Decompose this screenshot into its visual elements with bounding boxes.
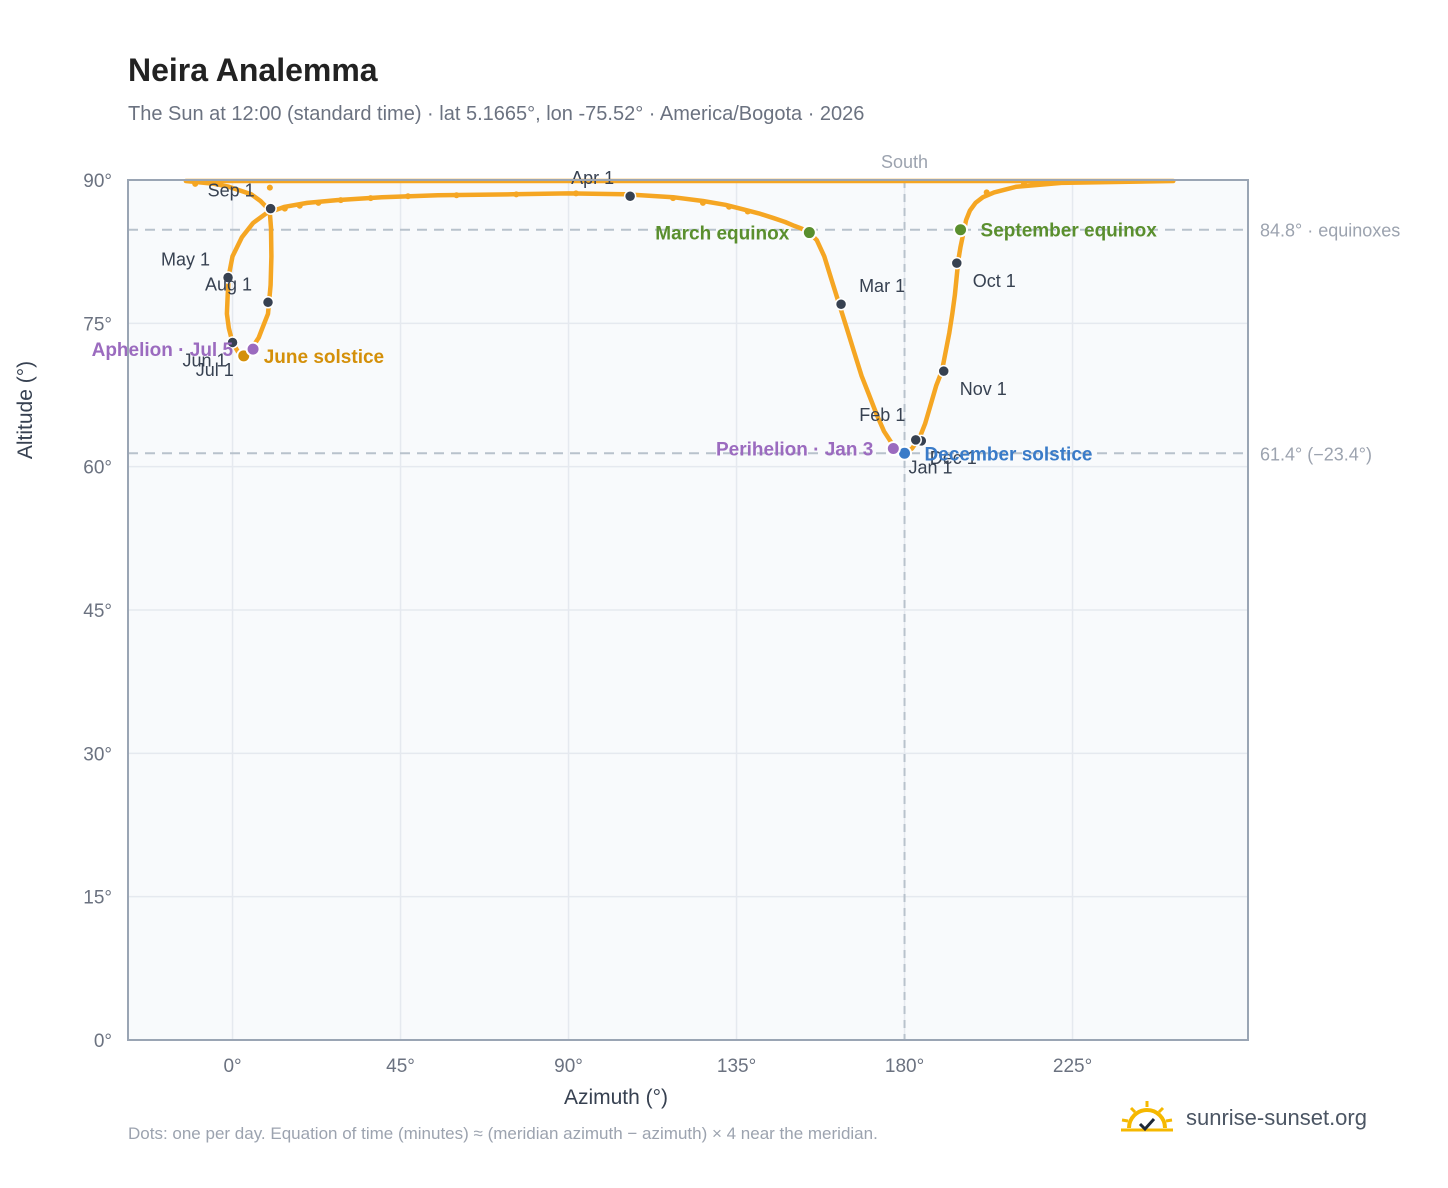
reference-lines: South 84.8° · equinoxes 61.4° (−23.4°): [128, 152, 1400, 1040]
daily-dot: [453, 192, 460, 199]
daily-dot: [726, 203, 733, 210]
event-label: September equinox: [981, 221, 1158, 242]
event-label: March equinox: [655, 224, 790, 245]
daily-dot: [405, 193, 411, 200]
daily-dot: [699, 199, 706, 206]
y-tick-label: 60°: [83, 458, 112, 479]
month-label: Jun 1: [182, 350, 226, 370]
x-tick-label: 225°: [1053, 1056, 1092, 1077]
y-tick-label: 15°: [83, 888, 112, 909]
y-tick-label: 0°: [94, 1031, 112, 1052]
month-marker: [909, 433, 922, 447]
event-label: Perihelion · Jan 3: [716, 440, 873, 461]
daily-dot: [513, 191, 520, 198]
month-marker: [264, 202, 277, 215]
month-marker: [937, 364, 950, 378]
chart-subtitle: The Sun at 12:00 (standard time) · lat 5…: [128, 103, 865, 125]
meridian-label: South: [881, 152, 928, 172]
y-tick-label: 90°: [83, 171, 112, 192]
event-marker: [885, 441, 901, 457]
daily-dot: [315, 199, 322, 206]
sun-check-icon: [1121, 1101, 1173, 1132]
x-tick-label: 90°: [554, 1056, 583, 1077]
daily-dot: [337, 197, 344, 204]
month-label: Jul 1: [196, 360, 234, 380]
month-marker: [261, 296, 275, 309]
month-marker: [221, 271, 235, 284]
y-tick-label: 75°: [83, 314, 112, 335]
daily-dot: [281, 205, 288, 212]
x-tick-label: 180°: [885, 1056, 924, 1077]
plot-frame: [127, 179, 1249, 1041]
y-tick-label: 30°: [83, 744, 112, 765]
y-tick-label: 45°: [83, 601, 112, 622]
daily-dot: [266, 184, 273, 191]
month-label: May 1: [161, 249, 210, 269]
daily-dot: [983, 189, 990, 196]
x-tick-label: 0°: [223, 1056, 241, 1077]
month-marker: [226, 336, 239, 349]
month-label: Aug 1: [205, 274, 252, 294]
event-marker: [953, 222, 969, 238]
brand-name: sunrise-sunset.org: [1186, 1105, 1367, 1130]
month-label: Sep 1: [208, 181, 255, 201]
daily-dot: [744, 208, 751, 215]
event-label: December solstice: [925, 444, 1093, 465]
month-label: Oct 1: [973, 271, 1016, 291]
daily-dot: [367, 195, 374, 202]
month-label: Feb 1: [859, 405, 905, 425]
month-label: Jan 1: [909, 457, 953, 477]
month-marker: [834, 297, 848, 311]
daily-dot: [670, 195, 677, 202]
x-tick-label: 45°: [386, 1056, 415, 1077]
daily-dot: [192, 180, 199, 187]
axes: 0° 45° 90° 135° 180° 225° 0° 15° 30° 45° 60° 75° 90°…: [14, 171, 1249, 1109]
reference-line-label: 61.4° (−23.4°): [1260, 444, 1372, 464]
event-markers: March equinox September equinox June solst…: [92, 221, 1158, 466]
daily-dot: [1021, 180, 1027, 187]
month-label: Apr 1: [571, 168, 614, 188]
event-marker: [801, 225, 817, 241]
month-label: Dec 1: [930, 448, 977, 468]
footnote: Dots: one per day. Equation of time (min…: [128, 1124, 878, 1143]
y-axis-label: Altitude (°): [14, 361, 37, 459]
daily-dot: [296, 202, 303, 209]
month-label: Nov 1: [960, 379, 1007, 399]
brand[interactable]: sunrise-sunset.org: [1120, 1100, 1367, 1136]
x-tick-label: 135°: [717, 1056, 756, 1077]
month-marker: [950, 256, 964, 270]
month-label: Mar 1: [859, 276, 905, 296]
chart-title: Neira Analemma: [128, 52, 378, 88]
daily-dot: [573, 190, 579, 197]
event-marker: [245, 341, 261, 357]
month-marker: [623, 189, 637, 203]
x-axis-label: Azimuth (°): [564, 1086, 668, 1109]
event-label: Aphelion · Jul 5: [92, 340, 234, 361]
reference-line-label: 84.8° · equinoxes: [1260, 221, 1400, 241]
event-label: June solstice: [264, 347, 384, 368]
